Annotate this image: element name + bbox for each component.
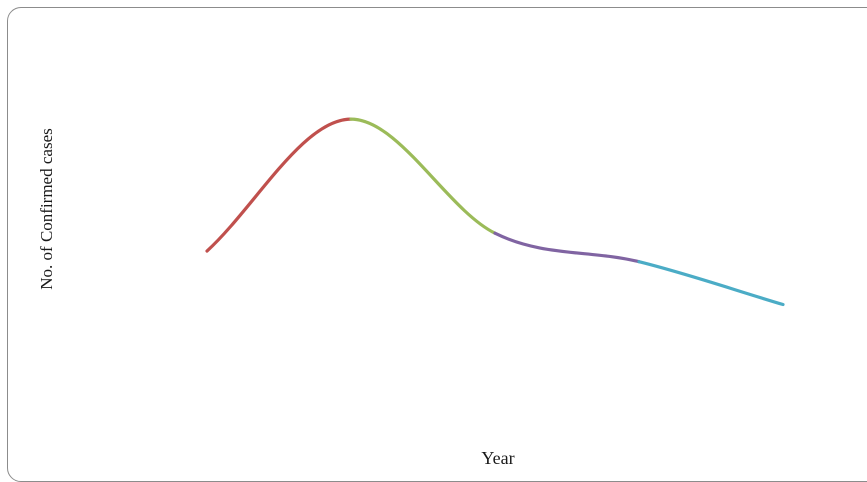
line-segment-1 bbox=[205, 117, 353, 253]
line-segment-3 bbox=[493, 231, 641, 264]
chart-frame bbox=[7, 7, 867, 482]
line-segment-4 bbox=[637, 260, 785, 307]
x-axis-label: Year bbox=[481, 448, 515, 468]
y-axis-label: No. of Confirmed cases bbox=[37, 128, 56, 290]
line-segment-2 bbox=[349, 117, 497, 235]
